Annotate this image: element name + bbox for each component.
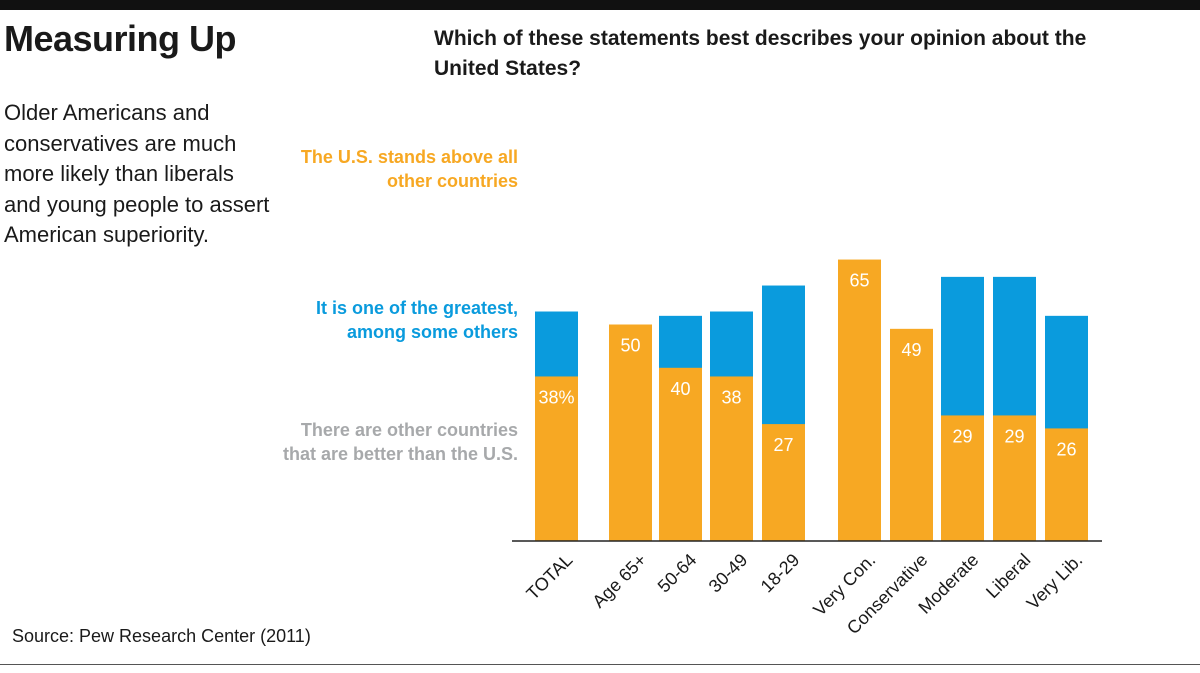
x-tick-label-0: TOTAL xyxy=(522,550,576,604)
data-label-above-all-9: 26 xyxy=(1056,439,1076,459)
data-label-above-all-7: 29 xyxy=(952,426,972,446)
bar-above-all-8 xyxy=(993,415,1036,541)
legend-label-others-better: There are other countries that are bette… xyxy=(282,420,518,464)
headline: Measuring Up xyxy=(4,18,237,59)
x-tick-label-3: 30-49 xyxy=(705,550,752,597)
bar-above-all-5 xyxy=(838,259,881,541)
data-label-above-all-4: 27 xyxy=(773,435,793,455)
data-label-above-all-0: 38% xyxy=(538,387,574,407)
bottom-rule xyxy=(0,664,1200,665)
bar-above-all-9 xyxy=(1045,428,1088,541)
bar-above-all-7 xyxy=(941,415,984,541)
source-note: Source: Pew Research Center (2011) xyxy=(12,626,311,646)
x-tick-label-9: Very Lib. xyxy=(1023,550,1087,614)
legend-label-one-of-greatest: It is one of the greatest, among some ot… xyxy=(315,298,518,342)
bar-above-all-1 xyxy=(609,324,652,541)
bar-above-all-2 xyxy=(659,367,702,541)
bar-above-all-0 xyxy=(535,376,578,541)
data-label-above-all-3: 38 xyxy=(721,387,741,407)
top-rule xyxy=(0,0,1200,10)
data-label-above-all-2: 40 xyxy=(670,379,690,399)
bar-above-all-4 xyxy=(762,424,805,541)
x-tick-label-2: 50-64 xyxy=(654,550,701,597)
subtitle: Older Americans and conservatives are mu… xyxy=(4,100,270,247)
bar-above-all-3 xyxy=(710,376,753,541)
bar-above-all-6 xyxy=(890,328,933,541)
data-label-above-all-1: 50 xyxy=(620,336,640,356)
legend-label-above-all: The U.S. stands above all other countrie… xyxy=(300,147,518,191)
x-tick-label-1: Age 65+ xyxy=(588,550,650,612)
chart-title: Which of these statements best describes… xyxy=(434,27,1087,80)
data-label-above-all-6: 49 xyxy=(901,340,921,360)
data-label-above-all-8: 29 xyxy=(1004,426,1024,446)
x-tick-label-4: 18-29 xyxy=(757,550,804,597)
data-label-above-all-5: 65 xyxy=(849,271,869,291)
